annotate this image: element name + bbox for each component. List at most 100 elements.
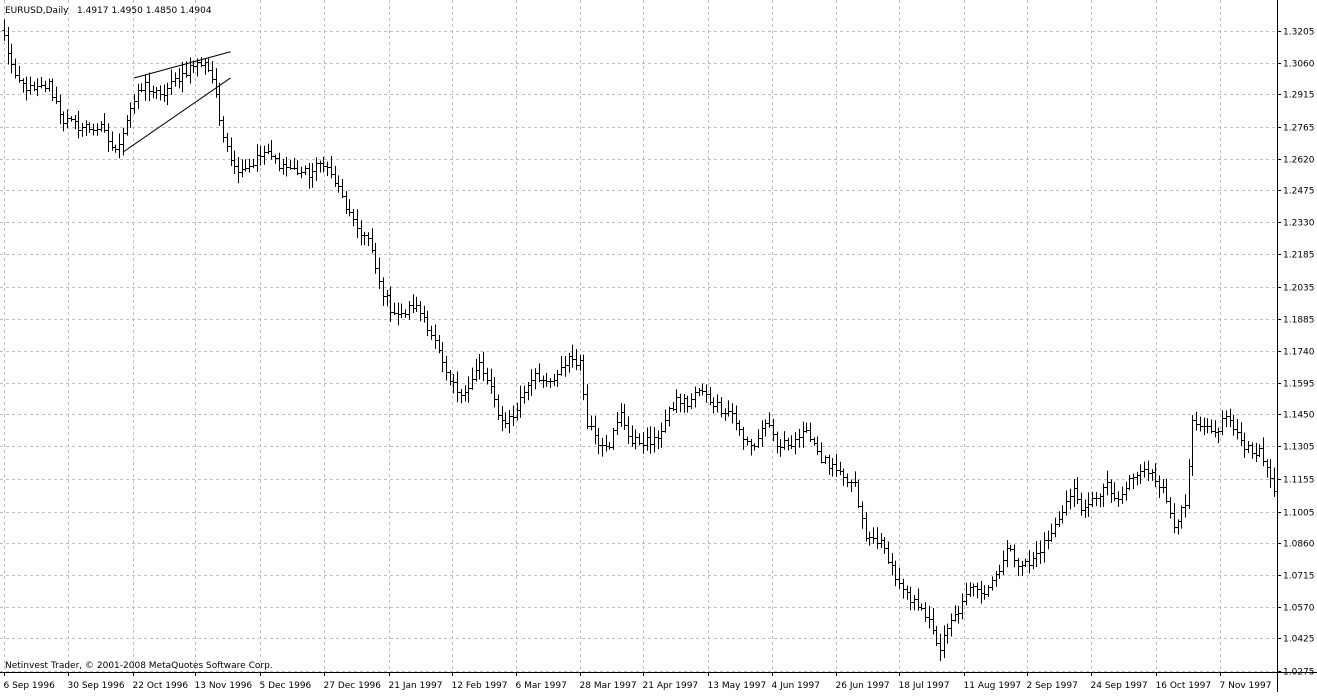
ohlc-bar [548, 378, 553, 388]
time-tick-label: 4 Jun 1997 [772, 681, 820, 691]
ohlc-bar [336, 175, 341, 193]
grid [0, 0, 1277, 672]
time-tick-label: 12 Feb 1997 [452, 681, 508, 691]
ohlc-bar [615, 411, 620, 435]
ohlc-bar [689, 393, 694, 410]
ohlc-bar [329, 155, 334, 179]
ohlc-bar [529, 369, 534, 396]
ohlc-bar [841, 468, 846, 486]
ohlc-bar [1012, 544, 1017, 568]
ohlc-bar [373, 242, 378, 274]
ohlc-bar [1131, 473, 1136, 490]
ohlc-bar [1038, 540, 1043, 564]
ohlc-bar [596, 428, 601, 455]
trendlines [122, 51, 231, 153]
ohlc-bar [1120, 486, 1125, 505]
ohlc-bar [87, 122, 92, 133]
ohlc-bar [139, 83, 144, 93]
ohlc-bar [429, 325, 434, 340]
ohlc-bar [1153, 463, 1158, 488]
ohlc-bar [997, 564, 1002, 579]
ohlc-bar [347, 199, 352, 217]
ohlc-readout: 1.4917 1.4950 1.4850 1.4904 [77, 6, 212, 16]
ohlc-bar [570, 344, 575, 368]
ohlc-bar [117, 133, 122, 159]
price-bars [2, 19, 1277, 662]
ohlc-bar [1090, 491, 1095, 508]
ohlc-bar [121, 127, 126, 156]
ohlc-bar [247, 158, 252, 173]
ohlc-bar [65, 109, 70, 129]
ohlc-bar [830, 458, 835, 477]
ohlc-bar [76, 110, 81, 139]
ohlc-bar [585, 384, 590, 430]
ohlc-bar [1079, 492, 1084, 516]
ohlc-bar [678, 393, 683, 413]
ohlc-bar [1094, 492, 1099, 507]
ohlc-bar [756, 429, 761, 448]
ohlc-bar [277, 152, 282, 172]
ohlc-bar [165, 82, 170, 106]
ohlc-bar [1027, 549, 1032, 574]
ohlc-bar [700, 383, 705, 396]
ohlc-bar [340, 178, 345, 199]
ohlc-bar [28, 76, 33, 95]
ohlc-bar [1060, 505, 1065, 524]
ohlc-bar [1142, 461, 1147, 478]
ohlc-bar [225, 132, 230, 152]
price-tick-label: 1.2765 [1283, 124, 1315, 134]
ohlc-bar [986, 585, 991, 597]
ohlc-bar [1146, 460, 1151, 481]
ohlc-bar [971, 583, 976, 597]
ohlc-bar [834, 453, 839, 477]
ohlc-bar [455, 371, 460, 403]
ohlc-bar [956, 605, 961, 624]
trendline[interactable] [122, 77, 231, 153]
price-tick-label: 1.2915 [1283, 91, 1315, 101]
time-tick-label: 16 Oct 1997 [1156, 681, 1212, 691]
ohlc-bar [574, 349, 579, 371]
ohlc-bar [563, 356, 568, 377]
ohlc-bar [485, 367, 490, 385]
ohlc-bar [470, 367, 475, 390]
ohlc-bar [1008, 544, 1013, 552]
ohlc-bar [258, 145, 263, 166]
ohlc-bar [381, 277, 386, 307]
ohlc-bar [901, 578, 906, 599]
ohlc-bar [362, 231, 367, 246]
ohlc-bar [50, 78, 55, 102]
ohlc-bar [1250, 442, 1255, 459]
trendline[interactable] [133, 51, 231, 79]
price-tick-label: 1.3205 [1283, 28, 1315, 38]
price-tick-label: 1.0715 [1283, 572, 1315, 582]
ohlc-bar [908, 586, 913, 611]
ohlc-bar [741, 426, 746, 450]
ohlc-bar [1053, 517, 1058, 538]
ohlc-bar [1105, 470, 1110, 496]
ohlc-bar [507, 410, 512, 434]
ohlc-bar [314, 157, 319, 181]
ohlc-bar [1194, 411, 1199, 431]
price-tick-label: 1.0425 [1283, 635, 1315, 645]
ohlc-bar [496, 394, 501, 420]
ohlc-bar [440, 341, 445, 373]
ohlc-bar [444, 355, 449, 381]
ohlc-bar [945, 623, 950, 644]
time-tick-label: 30 Sep 1996 [68, 681, 125, 691]
ohlc-bar [102, 113, 107, 133]
ohlc-bar [210, 61, 215, 84]
ohlc-bar [24, 76, 29, 101]
ohlc-bar [299, 166, 304, 179]
ohlc-bar [934, 625, 939, 647]
ohlc-bar [143, 74, 148, 101]
ohlc-bar [132, 94, 137, 114]
ohlc-bar [481, 351, 486, 382]
ohlc-bar [273, 154, 278, 164]
ohlc-bar [600, 437, 605, 457]
price-tick-label: 1.1595 [1283, 380, 1315, 390]
ohlc-bar [1075, 477, 1080, 504]
ohlc-bar [919, 603, 924, 611]
ohlc-bar [730, 403, 735, 424]
